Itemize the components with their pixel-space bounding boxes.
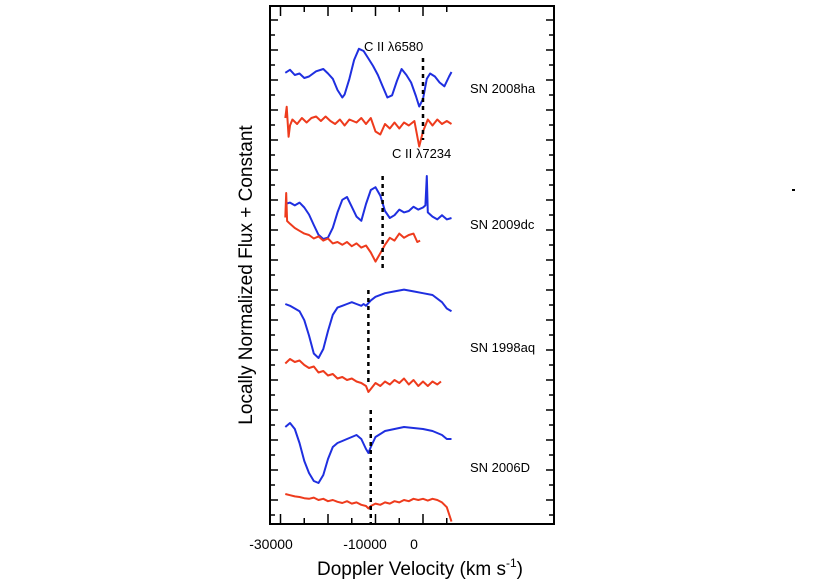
- axis-ticks: [270, 6, 554, 524]
- series-line-sn-1998aq-comparison: [284, 358, 442, 393]
- series-label-sn2009dc: SN 2009dc: [470, 217, 535, 232]
- annotation-cii-7234: C II λ7234: [392, 146, 451, 161]
- series-line-sn-2006d-comparison: [285, 493, 453, 522]
- series-line-sn-2006d: [284, 422, 452, 484]
- plot-frame: [269, 5, 555, 525]
- series-line-sn-2008ha: [284, 47, 453, 108]
- line-markers: [367, 58, 425, 524]
- x-tick-label-neg10000: -10000: [343, 536, 387, 552]
- x-axis-label: Doppler Velocity (km s-1): [317, 556, 523, 580]
- series-label-sn2006d: SN 2006D: [470, 460, 530, 475]
- annotation-cii-6580: C II λ6580: [364, 39, 423, 54]
- x-axis-label-main: Doppler Velocity (km s: [317, 559, 506, 580]
- y-axis-label: Locally Normalized Flux + Constant: [236, 125, 257, 425]
- series-group: [284, 47, 453, 522]
- series-line-sn-2009dc-comparison: [284, 192, 421, 263]
- x-axis-label-sup: -1: [506, 556, 517, 570]
- series-label-sn2008ha: SN 2008ha: [470, 81, 536, 96]
- series-label-sn1998aq: SN 1998aq: [470, 340, 535, 355]
- series-line-sn-2008ha-comparison: [284, 105, 453, 148]
- x-tick-label-0: 0: [410, 536, 418, 552]
- series-line-sn-1998aq: [284, 288, 452, 359]
- stray-dot: [792, 189, 795, 191]
- x-axis-label-end: ): [517, 559, 523, 580]
- x-tick-label-neg30000: -30000: [249, 536, 293, 552]
- series-line-sn-2009dc: [285, 175, 452, 240]
